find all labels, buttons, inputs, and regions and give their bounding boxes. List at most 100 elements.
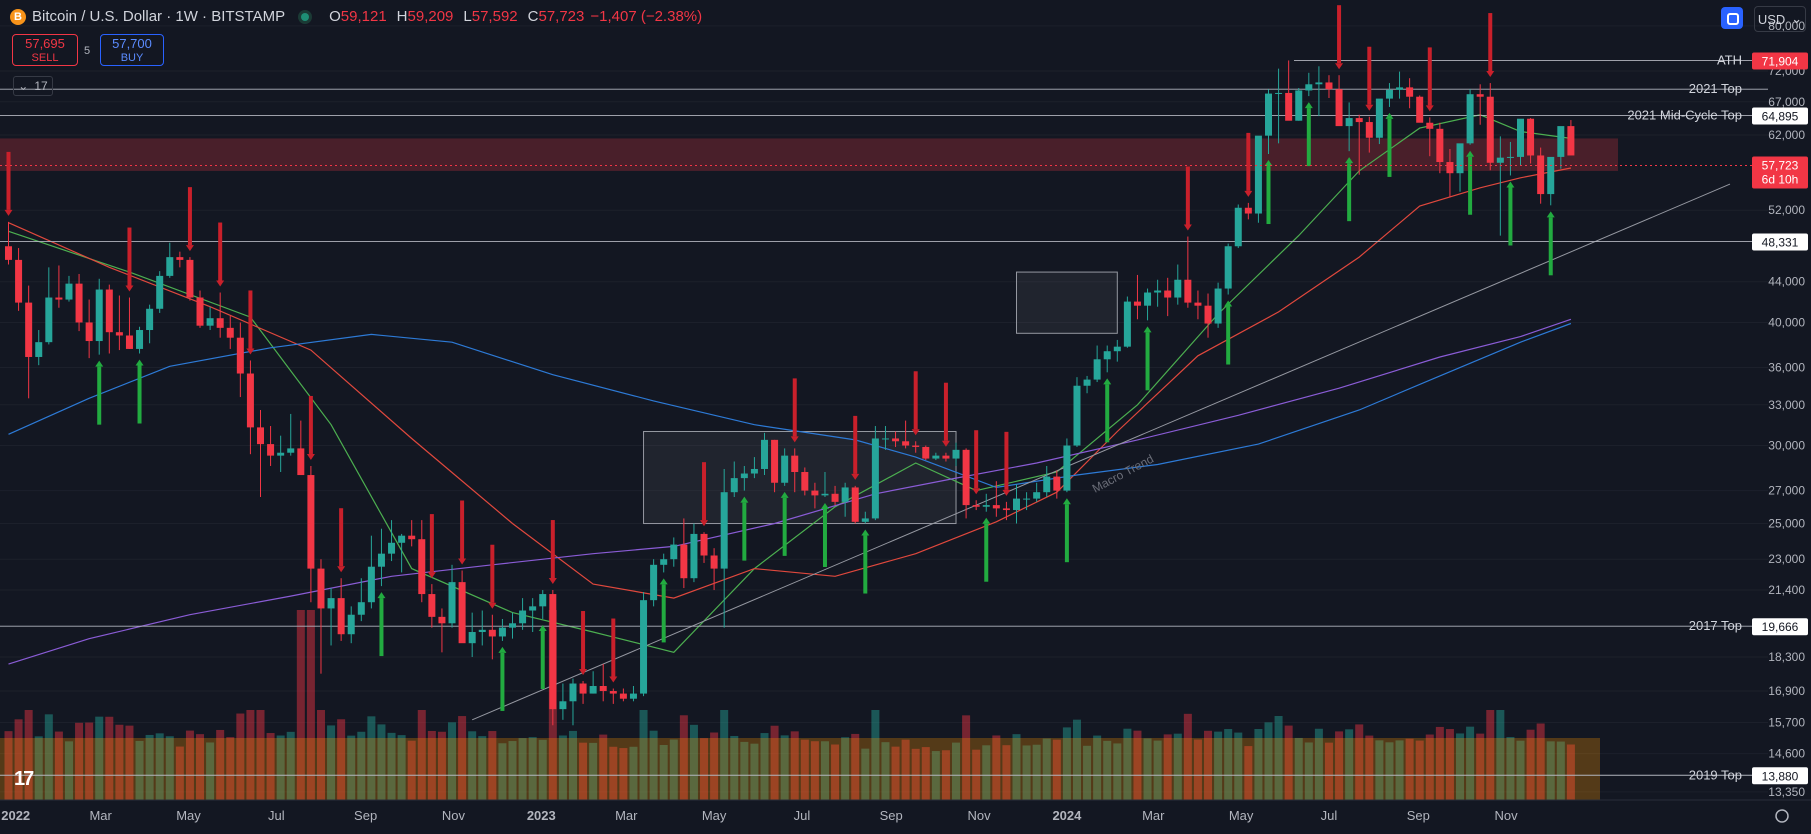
volume-bar [387, 732, 396, 800]
volume-bar [1244, 746, 1253, 800]
sell-signal-arrow-head [548, 578, 557, 585]
tradingview-logo[interactable]: 17 [14, 768, 34, 790]
buy-button[interactable]: 57,700 BUY [100, 34, 164, 66]
volume-bar [1294, 737, 1303, 800]
volume-bar [498, 743, 507, 800]
indicators-count: 17 [34, 79, 48, 93]
time-tick-label: Mar [89, 808, 112, 823]
candle-body [297, 448, 305, 476]
volume-bar [891, 746, 900, 800]
candle-body [156, 275, 164, 309]
volume-bar [760, 733, 769, 800]
buy-signal-arrow-head [1466, 150, 1475, 157]
candle-body [1547, 156, 1555, 195]
sell-signal-arrow [1427, 47, 1432, 106]
ohlc-change: −1,407 (−2.38%) [590, 8, 703, 25]
candle-body [1224, 246, 1232, 289]
candle-body [1063, 445, 1071, 491]
volume-bar [1062, 727, 1071, 800]
bitcoin-icon: B [10, 8, 26, 25]
volume-bar [276, 735, 285, 800]
candle-body [357, 602, 365, 615]
sell-signal-arrow-head [1486, 71, 1495, 78]
volume-bar [851, 733, 860, 800]
volume-bar [700, 738, 709, 800]
candle-body [1456, 143, 1464, 174]
candle-body [35, 342, 43, 357]
volume-bar [1516, 740, 1525, 800]
sell-signal-arrow [550, 520, 555, 579]
market-status-icon [301, 12, 310, 21]
candle-body [367, 566, 375, 603]
volume-bar [316, 710, 325, 800]
level-label: 2021 Top [1689, 81, 1742, 96]
sell-signal-arrow [702, 462, 707, 521]
candle-body [1244, 207, 1252, 214]
candle-body [1275, 92, 1283, 94]
candle-body [236, 337, 244, 374]
sell-signal-arrow [339, 508, 344, 567]
price-axis-background [1768, 0, 1811, 834]
sell-button[interactable]: 57,695 SELL [12, 34, 78, 66]
volume-bar [1435, 726, 1444, 800]
volume-bar [306, 610, 315, 800]
volume-bar [1173, 733, 1182, 800]
price-tick-label: 40,000 [1768, 315, 1805, 329]
candle-body [1325, 82, 1333, 90]
candle-body [1073, 385, 1081, 446]
candle-body [398, 535, 406, 543]
volume-bar [1304, 742, 1313, 800]
currency-select[interactable]: USD ⌄ [1754, 6, 1806, 32]
candle-body [327, 598, 335, 609]
volume-bar [1214, 731, 1223, 800]
compare-icon[interactable] [1721, 7, 1743, 29]
volume-bar [609, 746, 618, 800]
volume-bar [1274, 715, 1283, 800]
candle-body [529, 606, 537, 611]
buy-signal-arrow-head [861, 529, 870, 536]
level-axis-text: 71,904 [1762, 54, 1799, 68]
candle-body [1345, 118, 1353, 127]
time-tick-label: 2024 [1052, 808, 1082, 823]
candle-body [1567, 126, 1575, 156]
volume-bar [34, 736, 43, 800]
candle-body [1164, 290, 1172, 298]
buy-signal-arrow [1468, 156, 1473, 215]
buy-signal-arrow-head [982, 517, 991, 524]
candle-body [841, 487, 849, 502]
volume-bar [357, 731, 366, 800]
sell-signal-arrow-head [125, 285, 134, 292]
volume-bar [952, 742, 961, 800]
candle-body [25, 302, 33, 357]
candle-body [1305, 84, 1313, 91]
buy-signal-arrow-head [135, 359, 144, 366]
buy-signal-arrow-head [1385, 112, 1394, 119]
level-axis-tag [1752, 233, 1808, 251]
sell-signal-arrow [1367, 46, 1372, 105]
volume-bar [1566, 744, 1575, 800]
buy-signal-arrow [1347, 163, 1352, 222]
sell-signal-arrow-head [4, 209, 13, 216]
sell-signal-arrow [308, 395, 313, 454]
range-box [1016, 271, 1118, 334]
sell-price: 57,695 [25, 36, 65, 51]
level-axis-text: 19,666 [1762, 620, 1799, 634]
volume-bar [488, 731, 497, 800]
candle-body [95, 289, 103, 342]
candle-body [871, 438, 879, 519]
chevron-down-icon: ⌄ [1791, 11, 1803, 26]
volume-bar [1445, 729, 1454, 800]
buy-signal-arrow [1548, 217, 1553, 276]
volume-bar [427, 730, 436, 800]
volume-bar [780, 735, 789, 800]
symbol-title[interactable]: Bitcoin / U.S. Dollar · 1W · BITSTAMP [32, 8, 286, 25]
volume-bar [1556, 741, 1565, 800]
candle-body [488, 629, 496, 637]
indicators-toggle[interactable]: ⌄ 17 [13, 76, 53, 96]
candle-body [418, 539, 426, 595]
candle-body [1023, 498, 1031, 500]
candle-body [902, 441, 910, 446]
candle-body [1093, 359, 1101, 380]
